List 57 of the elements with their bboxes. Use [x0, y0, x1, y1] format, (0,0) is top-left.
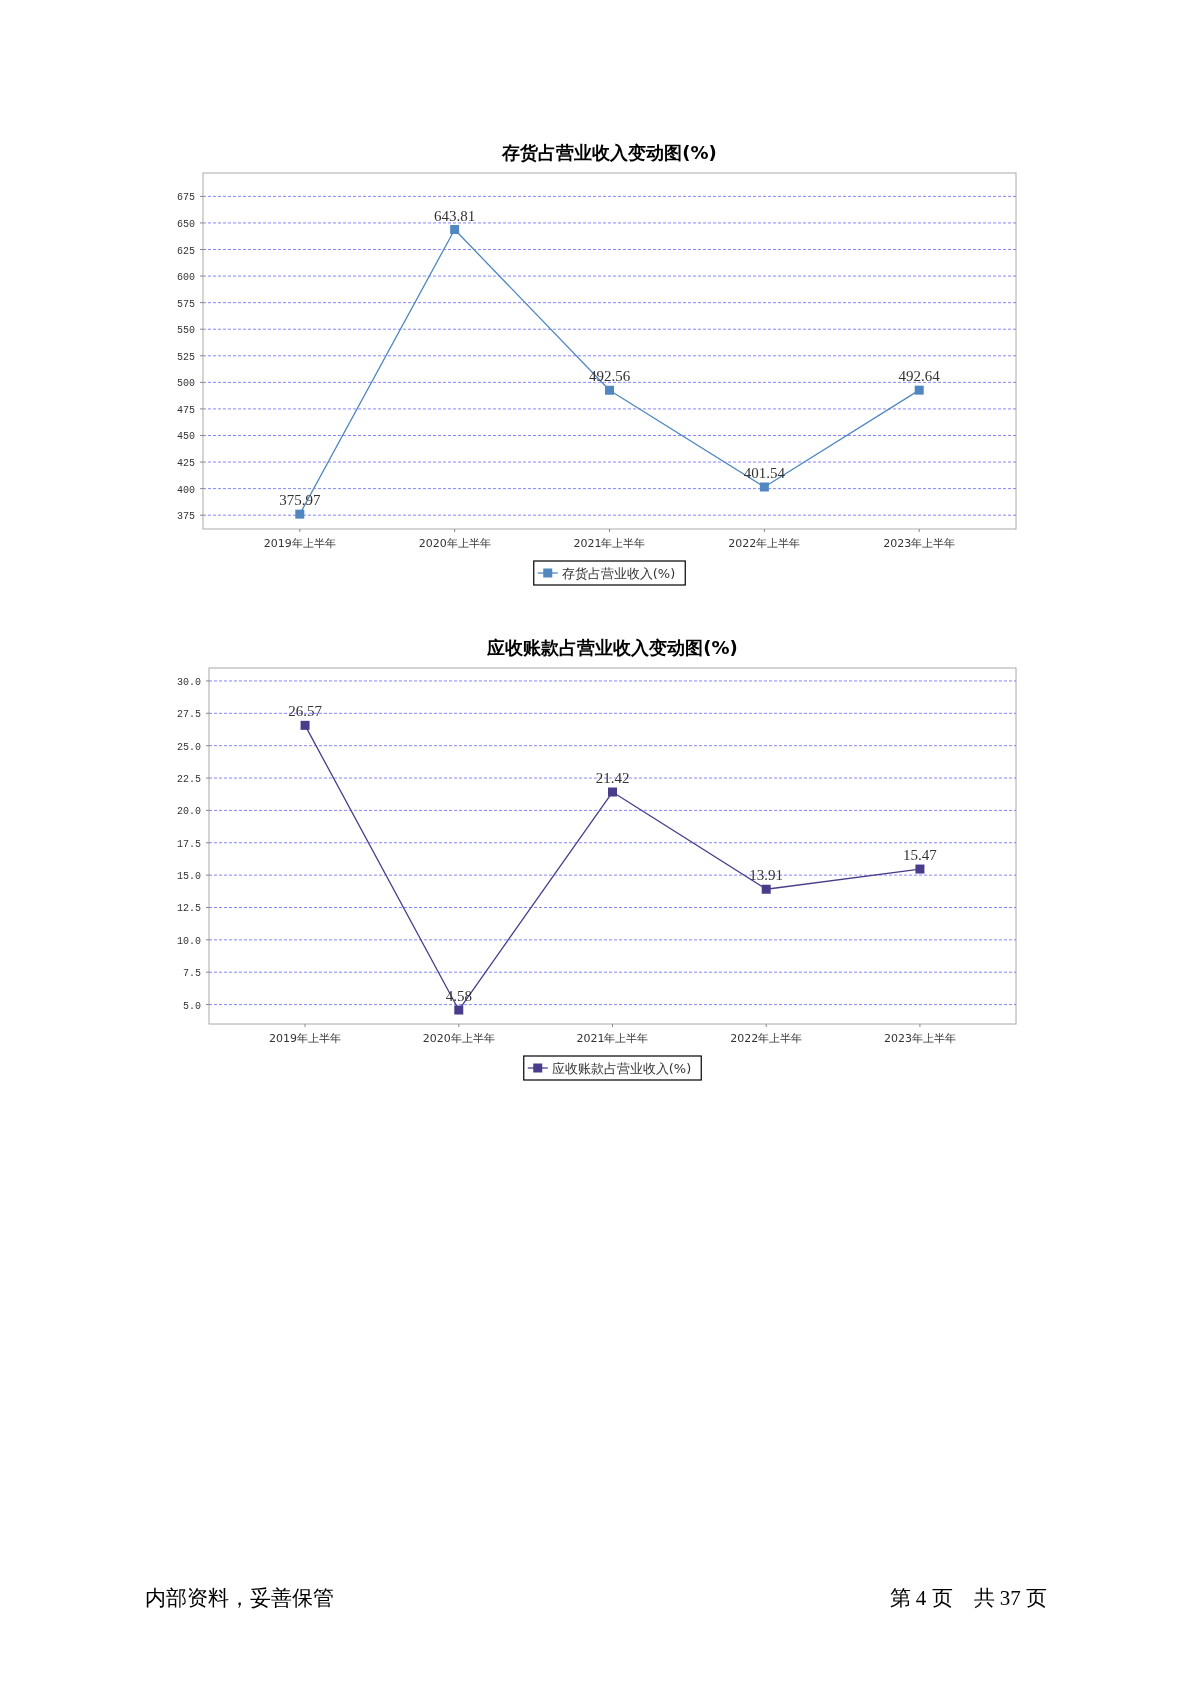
- y-tick-label: 15.0: [176, 871, 201, 883]
- y-tick-label: 17.5: [176, 838, 201, 850]
- x-tick-label: 2023年上半年: [883, 1032, 956, 1045]
- x-tick-label: 2020年上半年: [422, 1032, 495, 1045]
- legend-label: 存货占营业收入(%): [561, 566, 676, 581]
- y-tick-label: 625: [176, 245, 195, 257]
- x-tick-label: 2021年上半年: [576, 1032, 649, 1045]
- point: [761, 884, 771, 894]
- y-tick-label: 575: [176, 298, 195, 310]
- point: [450, 225, 460, 235]
- y-tick-label: 675: [176, 192, 195, 204]
- x-tick-label: 2021年上半年: [573, 537, 646, 550]
- chart-title: 应收账款占营业收入变动图(%): [486, 637, 738, 658]
- point: [915, 864, 925, 874]
- y-tick-label: 375: [176, 511, 195, 523]
- y-tick-label: 25.0: [176, 741, 201, 753]
- y-tick-label: 12.5: [176, 903, 201, 915]
- y-tick-label: 550: [176, 325, 195, 337]
- point: [300, 720, 310, 730]
- x-tick-label: 2022年上半年: [728, 537, 801, 550]
- y-tick-label: 400: [176, 484, 195, 496]
- point: [454, 1005, 464, 1015]
- y-tick-label: 475: [176, 404, 195, 416]
- x-tick-label: 2019年上半年: [269, 1032, 342, 1045]
- legend-label: 应收账款占营业收入(%): [551, 1061, 692, 1076]
- y-tick-label: 500: [176, 378, 195, 390]
- x-tick-label: 2023年上半年: [883, 537, 956, 550]
- y-tick-label: 600: [176, 272, 195, 284]
- y-tick-label: 425: [176, 458, 195, 470]
- point: [608, 787, 617, 797]
- data-label: 401.54: [743, 464, 786, 481]
- data-label: 643.81: [434, 207, 476, 224]
- data-label: 13.91: [749, 867, 784, 884]
- chart-title: 存货占营业收入变动图(%): [501, 142, 717, 163]
- y-tick-label: 30.0: [176, 676, 201, 688]
- text: 内部资料，妥善保管: [145, 1585, 334, 1612]
- y-tick-label: 20.0: [176, 806, 201, 818]
- point: [914, 385, 924, 395]
- point: [605, 385, 614, 395]
- y-tick-label: 27.5: [176, 709, 201, 721]
- y-tick-label: 650: [176, 218, 195, 230]
- y-tick-label: 10.0: [176, 935, 201, 947]
- data-label: 492.64: [898, 368, 941, 385]
- x-tick-label: 2022年上半年: [730, 1032, 803, 1045]
- point: [759, 482, 769, 492]
- data-label: 26.57: [288, 703, 323, 720]
- y-tick-label: 22.5: [176, 774, 201, 786]
- y-tick-label: 5.0: [182, 1000, 201, 1012]
- data-label: 15.47: [903, 847, 938, 864]
- x-tick-label: 2020年上半年: [418, 537, 491, 550]
- data-label: 21.42: [595, 770, 630, 787]
- y-tick-label: 450: [176, 431, 195, 443]
- y-tick-label: 525: [176, 351, 195, 363]
- y-tick-label: 7.5: [182, 968, 201, 980]
- text: 第 4 页 共 37 页: [889, 1585, 1047, 1612]
- x-tick-label: 2019年上半年: [263, 537, 336, 550]
- point: [295, 509, 305, 519]
